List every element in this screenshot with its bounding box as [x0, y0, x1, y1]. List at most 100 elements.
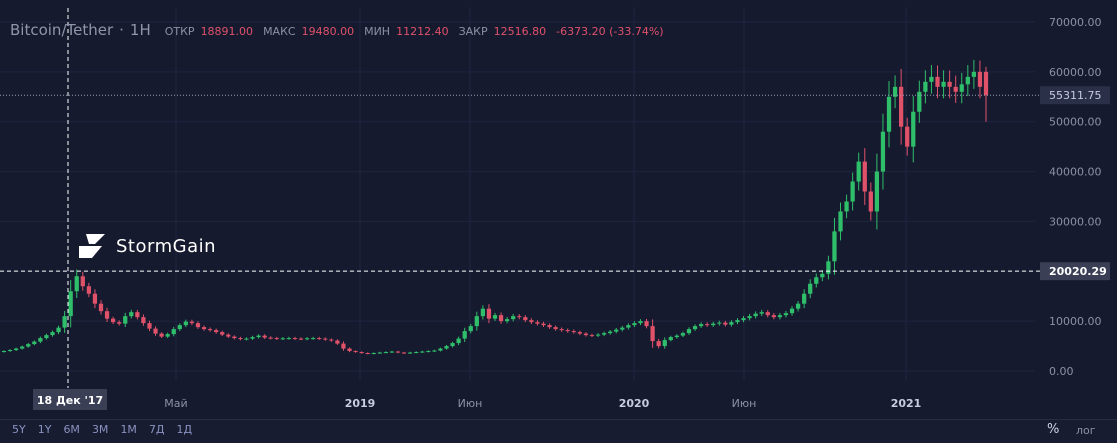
y-tick-label: 70000.00 [1049, 16, 1102, 29]
candle-body [141, 317, 146, 324]
candle-body [292, 338, 298, 340]
candle-body [680, 333, 686, 336]
candle-body [777, 315, 783, 318]
candle-body [274, 338, 279, 340]
candle-body [802, 293, 807, 304]
candle-body [401, 352, 407, 354]
candle-body [371, 353, 376, 355]
candle-body [171, 329, 176, 335]
candle-body [747, 316, 752, 319]
range-5y[interactable]: 5Y [12, 423, 26, 436]
y-tick-label: 10000.00 [1049, 315, 1102, 328]
candle-body [92, 293, 98, 304]
candle-body [565, 330, 570, 332]
y-tick-label: 0.00 [1049, 365, 1074, 378]
candle-body [74, 276, 79, 292]
candle-body [420, 351, 425, 353]
candle-body [7, 350, 13, 352]
candlestick-chart[interactable]: 0.0010000.0020000.0030000.0040000.005000… [0, 0, 1117, 419]
low-value: 11212.40 [396, 25, 449, 38]
candle-body [159, 333, 164, 337]
candle-body [638, 321, 643, 324]
candle-body [20, 346, 25, 349]
candle-body [80, 276, 85, 287]
range-3m[interactable]: 3M [91, 423, 109, 436]
candle-body [686, 329, 692, 334]
candle-body [971, 71, 976, 77]
candle-body [462, 331, 467, 339]
candle-body [717, 322, 722, 324]
candle-body [256, 335, 261, 338]
candle-body [862, 161, 867, 192]
candle-body [541, 323, 546, 326]
candle-body [426, 351, 431, 353]
candle-body [335, 340, 340, 344]
candle-body [438, 348, 443, 351]
candle-body [50, 332, 55, 336]
range-1y[interactable]: 1Y [37, 423, 52, 436]
stormgain-bolt-icon [79, 234, 105, 258]
candle-body [14, 348, 19, 351]
open-value: 18891.00 [200, 25, 254, 38]
logo-text: StormGain [116, 235, 217, 257]
candle-body [286, 338, 292, 340]
candle-body [935, 76, 940, 87]
percent-scale-toggle[interactable]: % [1047, 422, 1060, 437]
candle-body [135, 312, 140, 318]
range-6m[interactable]: 6M [63, 423, 80, 436]
candle-body [98, 303, 104, 312]
candle-body [486, 308, 492, 319]
candle-body [226, 334, 231, 337]
candle-body [838, 211, 843, 232]
candle-body [905, 126, 910, 147]
candle-body [341, 343, 346, 349]
candle-body [523, 317, 528, 321]
high-label: МАКС [263, 25, 296, 38]
x-tick-label: Июн [458, 397, 483, 410]
bottom-toolbar: 5Y 1Y 6M 3M 1M 7Д 1Д % лог [0, 419, 1117, 443]
candle-body [110, 318, 116, 323]
candle-body [62, 316, 67, 328]
stormgain-logo: StormGain [78, 233, 216, 259]
candle-body [711, 323, 716, 326]
candle-body [280, 338, 285, 340]
candle-body [783, 313, 789, 316]
candle-body [195, 323, 201, 328]
candle-body [311, 338, 316, 340]
candle-body [771, 315, 776, 318]
candle-body [674, 335, 679, 338]
candle-body [735, 320, 740, 323]
candle-body [86, 286, 91, 294]
range-1d[interactable]: 1Д [176, 423, 193, 436]
candle-body [759, 312, 764, 314]
interval-label[interactable]: 1H [129, 21, 151, 39]
crosshair-price-tag [1040, 262, 1110, 281]
candle-body [729, 322, 734, 325]
candle-body [571, 331, 576, 333]
candle-body [389, 351, 395, 353]
candle-body [32, 341, 37, 345]
x-tick-label: Май [164, 397, 187, 410]
candle-body [705, 324, 710, 326]
candle-body [535, 322, 540, 324]
x-tick-label: Июн [732, 397, 757, 410]
range-7d[interactable]: 7Д [148, 423, 165, 436]
candle-body [238, 338, 243, 340]
candle-body [874, 171, 880, 212]
candle-body [832, 231, 837, 262]
candle-body [795, 303, 801, 309]
candle-body [723, 322, 728, 325]
candle-body [620, 327, 625, 330]
candle-body [207, 329, 213, 331]
range-1m[interactable]: 1M [120, 423, 137, 436]
candle-body [868, 191, 873, 212]
candle-body [26, 344, 31, 347]
log-scale-toggle[interactable]: лог [1076, 424, 1096, 437]
candle-body [662, 340, 667, 347]
candle-body [298, 338, 304, 340]
candle-body [165, 334, 170, 337]
candle-body [38, 338, 43, 342]
last-price-label: 55311.75 [1049, 89, 1102, 102]
x-tick-label: 2021 [891, 397, 922, 410]
